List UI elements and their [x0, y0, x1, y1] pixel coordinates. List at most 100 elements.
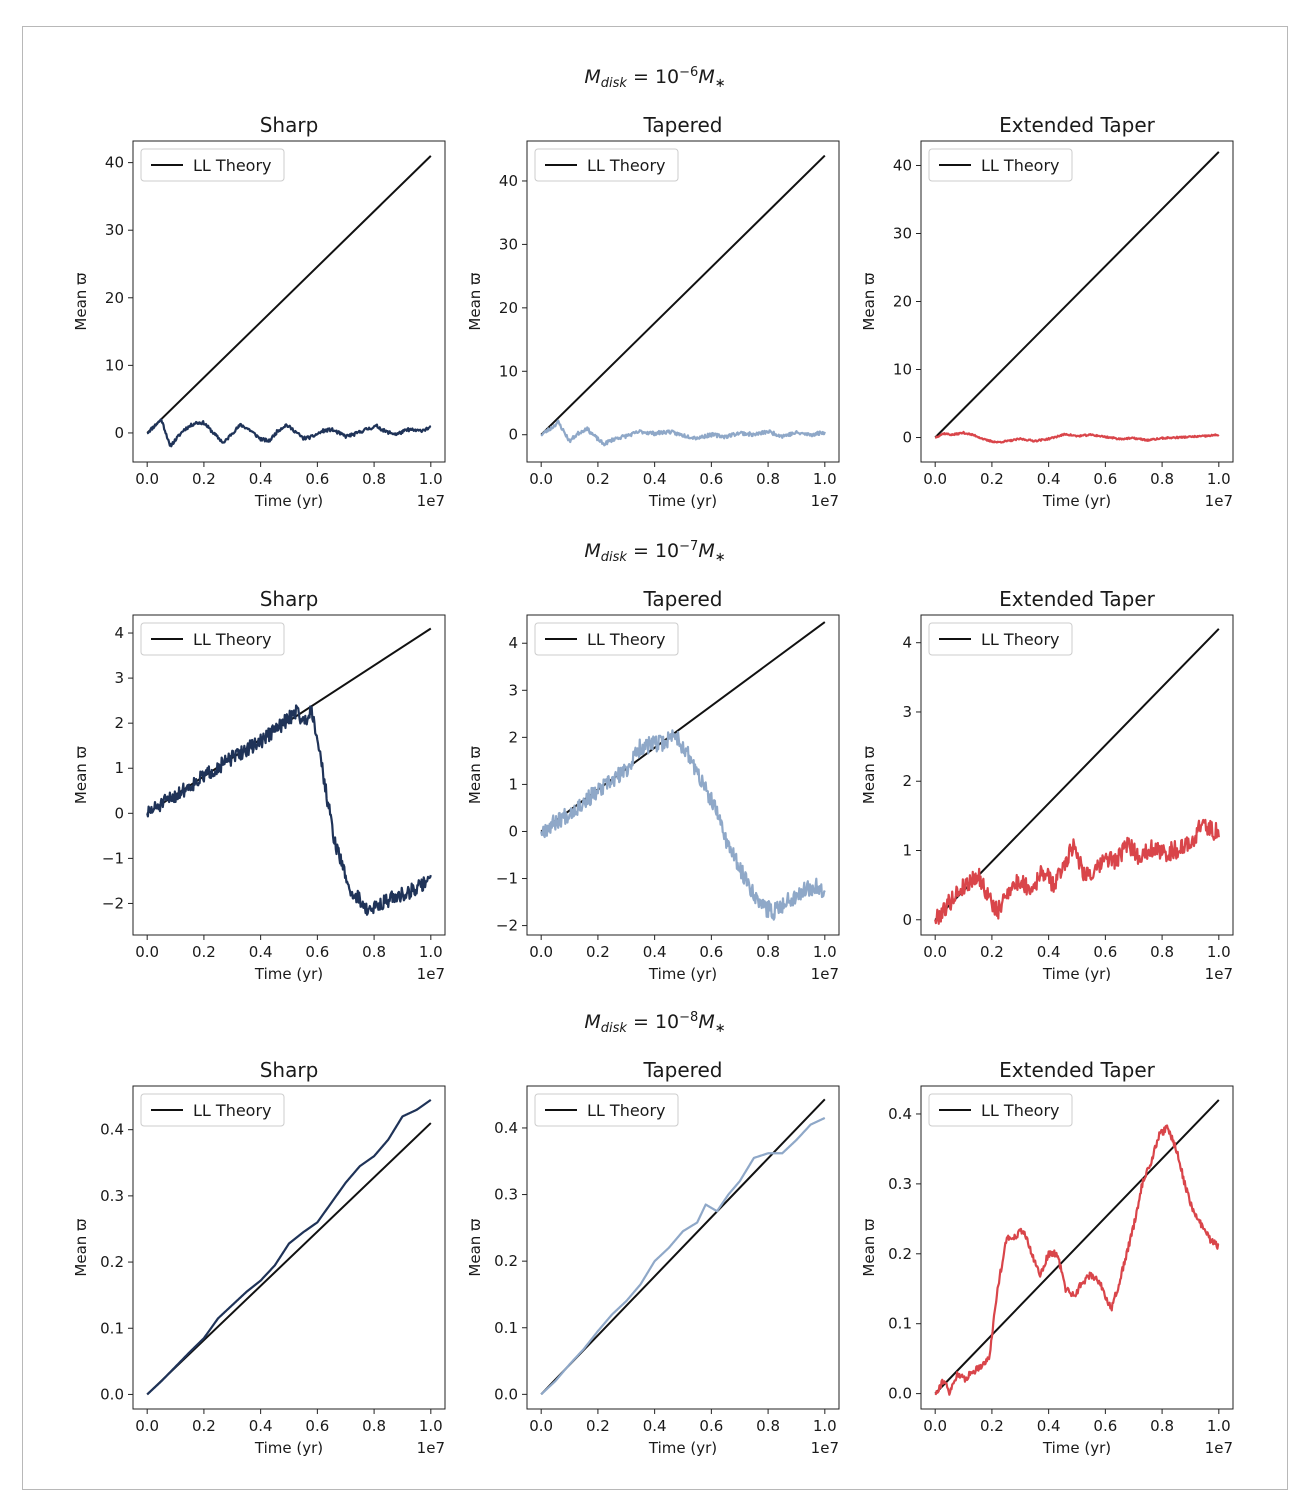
y-tick-label: 0 [114, 804, 124, 822]
x-tick-label: 0.6 [1093, 470, 1117, 488]
subplot-title: Tapered [643, 1058, 723, 1082]
y-tick-label: 10 [499, 362, 518, 380]
subplot-title: Sharp [260, 113, 319, 137]
x-axis-label: Time (yr) [254, 1439, 323, 1457]
subplot-2-1: Tapered 0.0 0.2 0.4 0.6 0.8 1.0 0.0 0.1 0.2 0.3 0.4… [466, 1058, 840, 1457]
simulation-line [934, 1124, 1220, 1396]
x-tick-label: 0.6 [305, 470, 329, 488]
y-tick-label: 4 [902, 634, 912, 652]
row-title-1: Mdisk = 10−7M∗ [584, 539, 725, 565]
subplot-title: Tapered [643, 587, 723, 611]
x-axis-label: Time (yr) [648, 965, 717, 983]
x-axis-label: Time (yr) [648, 1439, 717, 1457]
x-tick-label: 1.0 [1207, 470, 1231, 488]
y-tick-label: 30 [499, 235, 518, 253]
legend: LL Theory [534, 148, 679, 182]
y-tick-label: 0 [114, 424, 124, 442]
figure-frame [22, 26, 1288, 1490]
x-tick-label: 0.0 [135, 943, 159, 961]
plot-area [540, 1098, 826, 1396]
x-axis-label: Time (yr) [1042, 1439, 1111, 1457]
x-offset-label: 1e7 [811, 965, 839, 983]
legend-box [534, 1093, 679, 1127]
x-axis-label: Time (yr) [1042, 492, 1111, 510]
x-tick-label: 0.4 [643, 943, 667, 961]
legend-box [928, 148, 1073, 182]
x-offset-label: 1e7 [1205, 492, 1233, 510]
y-tick-label: −2 [496, 917, 518, 935]
x-tick-label: 0.8 [756, 1417, 780, 1435]
x-tick-label: 0.0 [529, 943, 553, 961]
y-axis-label: Mean ϖ [72, 1218, 90, 1277]
x-tick-label: 0.8 [362, 470, 386, 488]
theory-line [934, 1099, 1220, 1395]
y-tick-label: −1 [496, 870, 518, 888]
y-tick-label: 0 [902, 429, 912, 447]
y-tick-label: 30 [893, 224, 912, 242]
legend: LL Theory [140, 1093, 285, 1127]
x-offset-label: 1e7 [1205, 1439, 1233, 1457]
subplot-title: Tapered [643, 113, 723, 137]
y-axis-label: Mean ϖ [466, 1218, 484, 1277]
y-tick-label: 0.2 [100, 1253, 124, 1271]
legend: LL Theory [928, 148, 1073, 182]
x-tick-label: 0.2 [980, 943, 1004, 961]
axes-frame [920, 614, 1234, 936]
legend-box [928, 622, 1073, 656]
theory-line [934, 628, 1220, 921]
y-tick-label: 2 [508, 728, 518, 746]
y-tick-label: 0.4 [100, 1121, 124, 1139]
y-axis-label: Mean ϖ [72, 272, 90, 331]
x-tick-label: 0.2 [192, 943, 216, 961]
subplot-title: Extended Taper [999, 1058, 1156, 1082]
legend-label: LL Theory [193, 1101, 272, 1120]
legend: LL Theory [534, 1093, 679, 1127]
y-tick-label: 3 [508, 681, 518, 699]
y-tick-label: 3 [114, 669, 124, 687]
subplot-0-1: Tapered 0.0 0.2 0.4 0.6 0.8 1.0 0 10 20 30 40 Time (… [466, 113, 840, 510]
simulation-line [540, 1116, 826, 1396]
x-tick-label: 0.2 [586, 1417, 610, 1435]
y-tick-label: 0.4 [888, 1105, 912, 1123]
x-tick-label: 0.2 [586, 943, 610, 961]
y-tick-label: 0.4 [494, 1119, 518, 1137]
x-tick-label: 1.0 [1207, 943, 1231, 961]
subplot-title: Sharp [260, 1058, 319, 1082]
simulation-line [540, 419, 826, 447]
theory-line [146, 1122, 432, 1396]
theory-line [540, 154, 826, 436]
axes-frame [920, 140, 1234, 463]
simulation-line [146, 418, 432, 448]
y-tick-label: 0.1 [100, 1319, 124, 1337]
legend: LL Theory [140, 622, 285, 656]
plot-area [934, 628, 1220, 925]
y-tick-label: 0.3 [100, 1187, 124, 1205]
plot-area [146, 1099, 432, 1396]
plot-area [540, 621, 826, 921]
x-tick-label: 0.2 [192, 470, 216, 488]
legend-box [140, 148, 285, 182]
y-tick-label: 10 [893, 361, 912, 379]
x-tick-label: 0.0 [923, 470, 947, 488]
x-tick-label: 0.6 [305, 1417, 329, 1435]
legend-box [534, 622, 679, 656]
y-tick-label: 40 [105, 154, 124, 172]
y-tick-label: 0.3 [494, 1186, 518, 1204]
plot-area [146, 627, 432, 916]
y-tick-label: 20 [499, 299, 518, 317]
subplot-title: Sharp [260, 587, 319, 611]
subplot-0-2: Extended Taper 0.0 0.2 0.4 0.6 0.8 1.0 0 10 20 30 4… [860, 113, 1234, 510]
plot-area [934, 1099, 1220, 1396]
y-tick-label: −1 [102, 849, 124, 867]
subplot-2-2: Extended Taper 0.0 0.2 0.4 0.6 0.8 1.0 0.0 0.1 0.… [860, 1058, 1234, 1457]
legend-label: LL Theory [981, 156, 1060, 175]
x-tick-label: 1.0 [813, 943, 837, 961]
y-tick-label: 20 [893, 293, 912, 311]
legend: LL Theory [928, 1093, 1073, 1127]
legend: LL Theory [928, 622, 1073, 656]
subplot-0-0: Sharp 0.0 0.2 0.4 0.6 0.8 1.0 0 10 20 30 40 Time (yr… [72, 113, 446, 510]
y-tick-label: 4 [114, 624, 124, 642]
axes-frame [132, 140, 446, 463]
y-tick-label: 0.0 [100, 1385, 124, 1403]
y-tick-label: 0 [902, 911, 912, 929]
